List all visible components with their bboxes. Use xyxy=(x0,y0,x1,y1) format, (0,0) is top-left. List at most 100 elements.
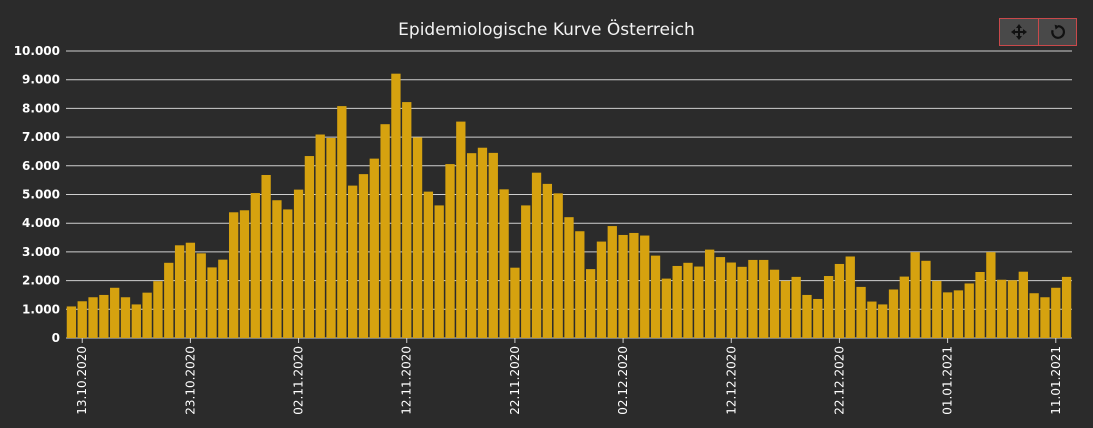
bar[interactable]: 17.10.2020 xyxy=(120,297,131,338)
bar[interactable]: 19.12.2020 xyxy=(802,294,812,338)
bar[interactable]: 26.11.2020 xyxy=(553,193,563,338)
bar[interactable]: 20.10.2020 xyxy=(153,281,163,338)
y-tick-label: 2.000 xyxy=(22,274,60,288)
bar[interactable]: 01.11.2020 xyxy=(283,209,293,338)
bar[interactable]: 06.01.2021 xyxy=(997,279,1007,338)
bar[interactable]: 28.10.2020 xyxy=(239,210,250,338)
bar[interactable]: 29.11.2020 xyxy=(585,269,596,338)
bar[interactable]: 02.01.2021 xyxy=(953,290,964,338)
bar[interactable]: 12.10.2020 xyxy=(66,306,77,338)
bar[interactable]: 14.12.2020 xyxy=(748,259,758,338)
bar[interactable]: 30.10.2020 xyxy=(261,174,271,338)
bar[interactable]: 03.11.2020 xyxy=(304,156,315,338)
bar[interactable]: 02.11.2020 xyxy=(293,189,304,338)
bar[interactable]: 11.11.2020 xyxy=(391,73,401,338)
bar[interactable]: 25.10.2020 xyxy=(207,267,217,338)
bar[interactable]: 10.11.2020 xyxy=(380,124,390,338)
bar[interactable]: 15.11.2020 xyxy=(434,205,444,338)
bar[interactable]: 23.11.2020 xyxy=(521,205,531,338)
bar[interactable]: 18.10.2020 xyxy=(131,304,141,338)
bar[interactable]: 24.10.2020 xyxy=(196,253,206,338)
bar[interactable]: 21.10.2020 xyxy=(164,262,174,338)
bar[interactable]: 13.10.2020 xyxy=(77,301,87,338)
bar[interactable]: 08.11.2020 xyxy=(358,174,369,338)
bar[interactable]: 14.10.2020 xyxy=(88,297,98,338)
bar[interactable]: 04.01.2021 xyxy=(975,271,985,338)
bar[interactable]: 08.01.2021 xyxy=(1018,271,1028,338)
bar[interactable]: 26.12.2020 xyxy=(878,304,888,338)
bar[interactable]: 07.01.2021 xyxy=(1007,280,1018,338)
bar[interactable]: 12.12.2020 xyxy=(726,262,736,338)
bar[interactable]: 29.10.2020 xyxy=(250,193,260,338)
bar[interactable]: 04.12.2020 xyxy=(640,235,650,338)
bar[interactable]: 14.11.2020 xyxy=(423,191,434,338)
bar[interactable]: 15.12.2020 xyxy=(759,259,769,338)
bar[interactable]: 23.12.2020 xyxy=(845,256,855,338)
bar[interactable]: 28.11.2020 xyxy=(575,231,585,338)
bar[interactable]: 20.12.2020 xyxy=(813,298,823,338)
bar[interactable]: 09.01.2021 xyxy=(1029,293,1039,338)
bar[interactable]: 26.10.2020 xyxy=(218,259,228,338)
bar[interactable]: 12.11.2020 xyxy=(402,102,412,338)
bar[interactable]: 25.12.2020 xyxy=(867,301,877,338)
bar[interactable]: 20.11.2020 xyxy=(488,152,498,338)
bar[interactable]: 08.12.2020 xyxy=(683,262,693,338)
bar[interactable]: 25.11.2020 xyxy=(542,183,553,338)
bar[interactable]: 27.12.2020 xyxy=(888,289,899,338)
bar[interactable]: 12.01.2021 xyxy=(1061,276,1072,338)
bar[interactable]: 09.11.2020 xyxy=(369,158,379,338)
pan-button[interactable] xyxy=(1000,19,1038,45)
bar[interactable]: 17.12.2020 xyxy=(780,280,790,338)
bar[interactable]: 21.11.2020 xyxy=(499,189,509,338)
bar[interactable]: 03.01.2021 xyxy=(964,283,974,338)
x-tick-label: 01.01.2021 xyxy=(941,346,955,415)
bar[interactable]: 07.12.2020 xyxy=(672,265,682,338)
bar[interactable]: 11.01.2021 xyxy=(1051,287,1061,338)
bar[interactable]: 10.12.2020 xyxy=(704,249,715,338)
x-tick-label: 02.11.2020 xyxy=(292,346,306,415)
bar[interactable]: 16.10.2020 xyxy=(110,287,120,338)
bar[interactable]: 19.11.2020 xyxy=(477,147,488,338)
bar[interactable]: 18.12.2020 xyxy=(791,276,801,338)
bar[interactable]: 27.11.2020 xyxy=(564,217,574,338)
bar[interactable]: 16.11.2020 xyxy=(445,164,455,338)
bar[interactable]: 13.12.2020 xyxy=(737,266,747,338)
bar[interactable]: 24.11.2020 xyxy=(531,172,542,338)
bar[interactable]: 13.11.2020 xyxy=(412,137,423,338)
bar[interactable]: 06.12.2020 xyxy=(661,278,672,338)
y-tick-label: 9.000 xyxy=(22,73,60,87)
bar[interactable]: 05.11.2020 xyxy=(326,137,336,338)
bar[interactable]: 30.12.2020 xyxy=(921,260,931,338)
bar[interactable]: 22.11.2020 xyxy=(510,267,520,338)
bar[interactable]: 06.11.2020 xyxy=(337,106,347,338)
bar[interactable]: 28.12.2020 xyxy=(899,276,909,338)
bar[interactable]: 03.12.2020 xyxy=(629,232,639,338)
bar[interactable]: 15.10.2020 xyxy=(99,294,109,338)
bar[interactable]: 05.01.2021 xyxy=(986,252,996,338)
bar[interactable]: 19.10.2020 xyxy=(142,292,152,338)
bar[interactable]: 22.10.2020 xyxy=(174,245,185,338)
bar[interactable]: 18.11.2020 xyxy=(466,153,477,338)
bar[interactable]: 07.11.2020 xyxy=(348,185,358,338)
bar[interactable]: 04.11.2020 xyxy=(315,134,325,338)
bar[interactable]: 27.10.2020 xyxy=(229,212,239,338)
bar[interactable]: 30.11.2020 xyxy=(596,241,607,338)
bar[interactable]: 11.12.2020 xyxy=(715,257,726,338)
bar[interactable]: 21.12.2020 xyxy=(823,276,834,338)
bar[interactable]: 23.10.2020 xyxy=(185,242,196,338)
bar[interactable]: 31.10.2020 xyxy=(272,200,282,338)
bar[interactable]: 29.12.2020 xyxy=(910,252,920,338)
bar[interactable]: 31.12.2020 xyxy=(932,280,942,338)
bar[interactable]: 17.11.2020 xyxy=(456,121,466,339)
bar[interactable]: 01.01.2021 xyxy=(942,292,953,338)
bar[interactable]: 01.12.2020 xyxy=(607,226,617,338)
bar[interactable]: 10.01.2021 xyxy=(1040,297,1050,338)
bar[interactable]: 22.12.2020 xyxy=(834,263,845,338)
bar[interactable]: 05.12.2020 xyxy=(650,255,661,338)
bar[interactable]: 16.12.2020 xyxy=(769,269,780,338)
bar[interactable]: 02.12.2020 xyxy=(618,234,628,338)
bar[interactable]: 24.12.2020 xyxy=(856,286,866,338)
y-tick-label: 6.000 xyxy=(22,159,60,173)
bar[interactable]: 09.12.2020 xyxy=(694,266,704,338)
reset-zoom-button[interactable] xyxy=(1038,19,1076,45)
